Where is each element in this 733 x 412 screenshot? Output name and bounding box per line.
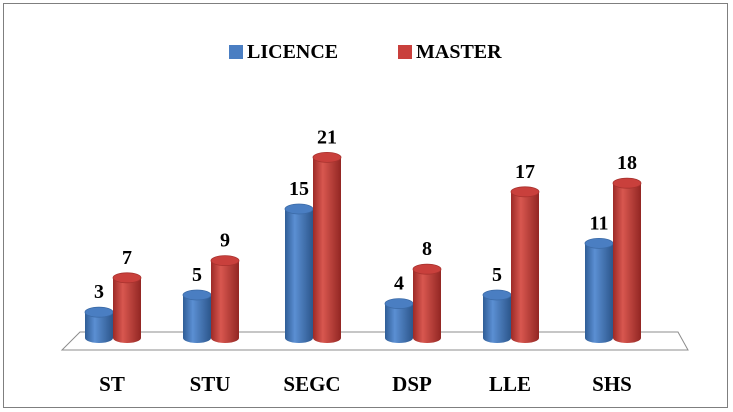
x-tick-label-segc: SEGC [283, 372, 340, 396]
data-label-master-dsp: 8 [422, 238, 432, 260]
bar-body [511, 191, 539, 343]
data-label-master-st: 7 [122, 247, 132, 269]
bar-master-st [112, 272, 142, 343]
bar-body [413, 269, 441, 343]
bar-licence-lle [482, 289, 512, 343]
bar-body [211, 260, 239, 343]
x-tick-label-dsp: DSP [392, 372, 432, 396]
bar-body [183, 295, 211, 343]
legend: LICENCE MASTER [229, 41, 502, 63]
bar-top [384, 298, 414, 310]
data-label-licence-segc: 15 [289, 178, 309, 200]
bar-licence-st [84, 306, 114, 343]
x-tick-label-st: ST [99, 372, 125, 396]
bar-top [412, 263, 442, 275]
bar-body [585, 243, 613, 343]
x-tick-label-lle: LLE [489, 372, 531, 396]
data-label-licence-stu: 5 [192, 264, 202, 286]
data-label-master-segc: 21 [317, 126, 337, 148]
legend-label-master: MASTER [416, 41, 502, 63]
legend-swatch-master [398, 45, 412, 59]
bar-body [385, 303, 413, 343]
bar-licence-segc [284, 203, 314, 343]
data-label-licence-dsp: 4 [394, 273, 404, 295]
bar-body [85, 312, 113, 343]
bar-top [612, 177, 642, 189]
x-tick-label-stu: STU [190, 372, 231, 396]
legend-swatch-licence [229, 45, 243, 59]
data-label-licence-lle: 5 [492, 264, 502, 286]
bar-top [112, 272, 142, 284]
bar-body [285, 209, 313, 343]
bar-licence-stu [182, 289, 212, 343]
bar-top [284, 203, 314, 215]
bar-master-shs [612, 177, 642, 343]
legend-label-licence: LICENCE [247, 41, 338, 63]
data-label-master-stu: 9 [220, 230, 230, 252]
bar-body [313, 157, 341, 343]
x-tick-label-shs: SHS [592, 372, 632, 396]
bar-master-stu [210, 255, 240, 343]
bar-licence-dsp [384, 298, 414, 343]
bar-master-segc [312, 151, 342, 343]
bar-top [482, 289, 512, 301]
bar-top [84, 306, 114, 318]
bar-licence-shs [584, 237, 614, 343]
bar-master-dsp [412, 263, 442, 343]
data-label-master-shs: 18 [617, 152, 637, 174]
bar-top [182, 289, 212, 301]
data-label-licence-st: 3 [94, 281, 104, 303]
bar-top [584, 237, 614, 249]
bar-top [510, 186, 540, 198]
bar-top [210, 255, 240, 267]
bar-master-lle [510, 186, 540, 343]
bar-body [113, 277, 141, 343]
bar-top [312, 151, 342, 163]
data-label-licence-shs: 11 [590, 212, 609, 234]
bar-body [483, 295, 511, 343]
data-label-master-lle: 17 [515, 161, 535, 183]
bar-body [613, 183, 641, 343]
